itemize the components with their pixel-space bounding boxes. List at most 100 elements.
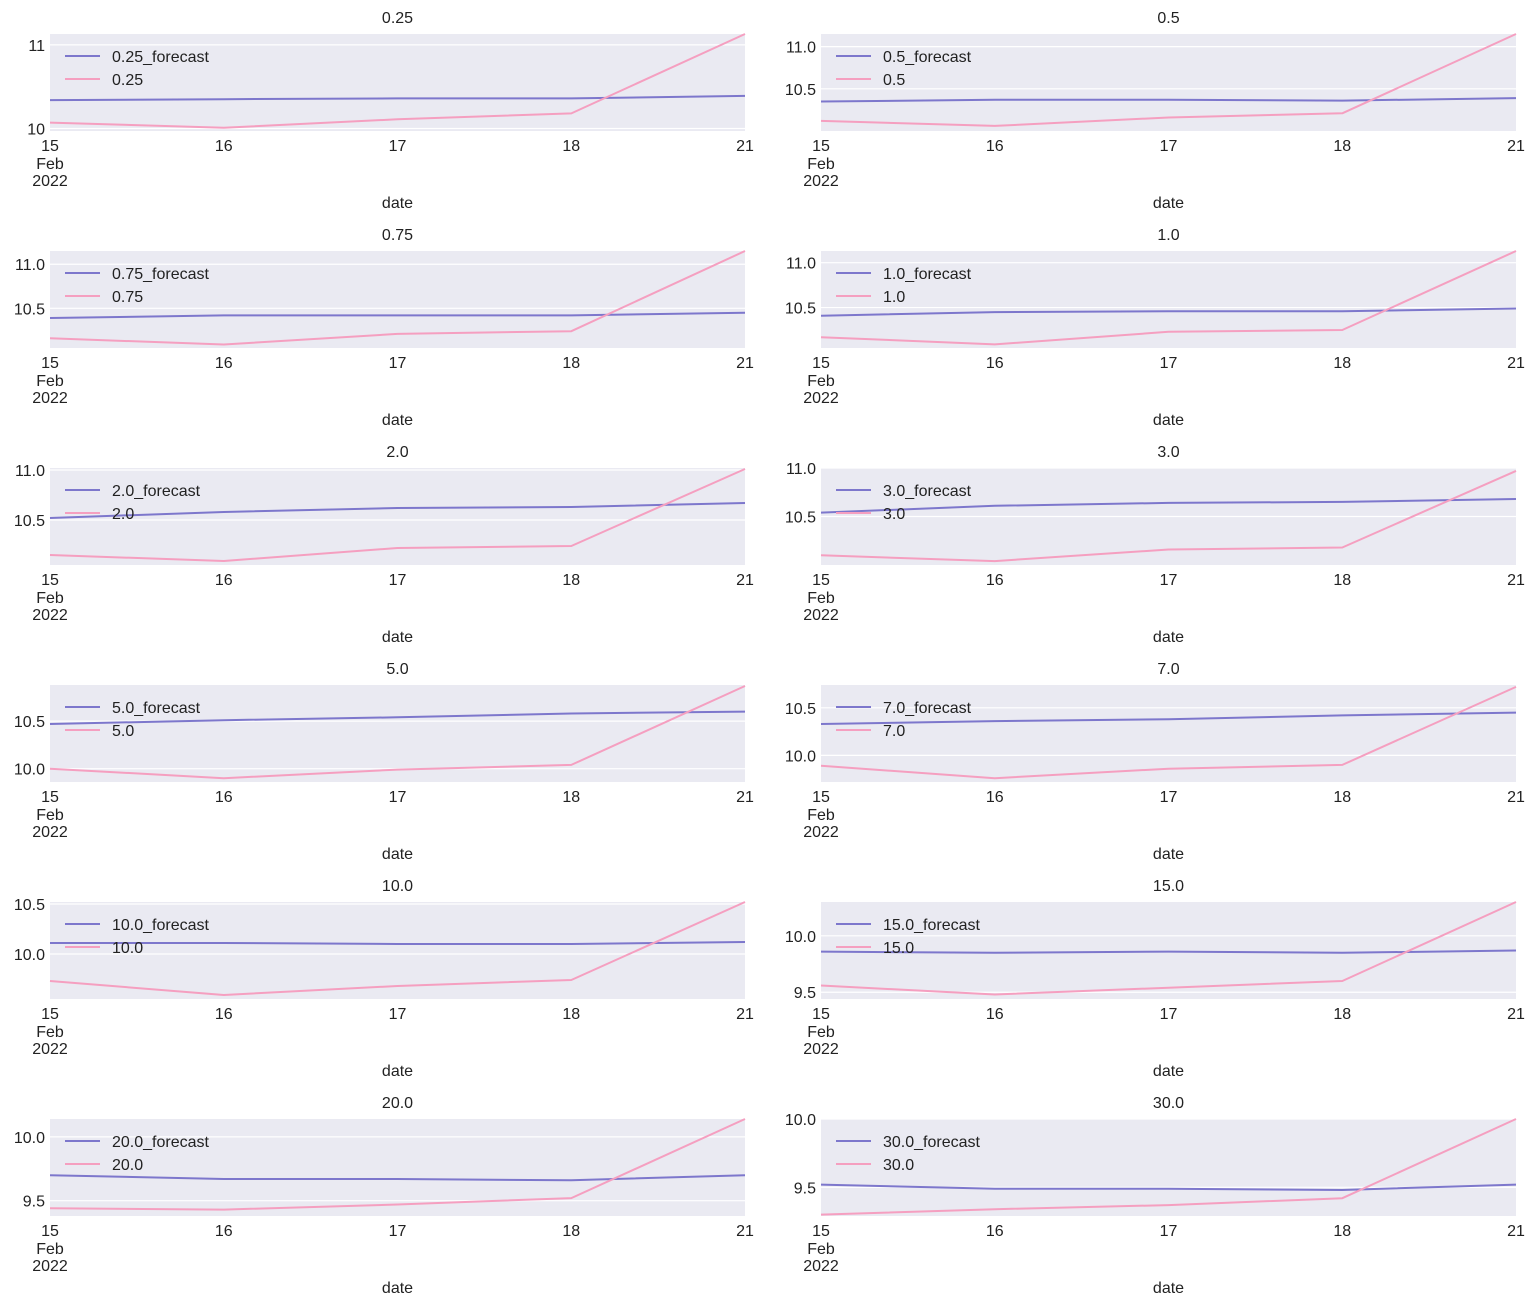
x-tick-label: 21 xyxy=(1507,1223,1525,1240)
actual-series-line xyxy=(820,1118,1517,1216)
x-tick-sublabel: Feb xyxy=(36,156,64,173)
legend-label: 1.0 xyxy=(883,289,905,306)
chart-title: 5.0 xyxy=(386,661,408,678)
legend-label: 2.0_forecast xyxy=(112,483,201,500)
x-tick-label: 21 xyxy=(736,1006,754,1023)
x-tick-label: 21 xyxy=(736,1223,754,1240)
legend-label: 0.25_forecast xyxy=(112,49,210,66)
x-tick-label: 15 xyxy=(812,355,830,372)
plot-area xyxy=(821,34,1516,131)
x-tick-label: 17 xyxy=(1160,1223,1178,1240)
y-tick-label: 9.5 xyxy=(23,1194,45,1211)
x-tick-label: 15 xyxy=(812,1006,830,1023)
x-tick-label: 18 xyxy=(1333,355,1351,372)
forecast-series-line xyxy=(820,711,1517,725)
x-tick-label: 18 xyxy=(1333,789,1351,806)
y-tick-label: 10.5 xyxy=(14,513,45,530)
x-tick-label: 17 xyxy=(389,789,407,806)
x-tick-label: 21 xyxy=(1507,138,1525,155)
x-tick-sublabel: Feb xyxy=(807,1241,835,1258)
x-axis-label: date xyxy=(382,629,413,646)
legend-label: 0.5 xyxy=(883,72,905,89)
x-axis-label: date xyxy=(1153,1063,1184,1080)
y-tick-label: 10.5 xyxy=(14,301,45,318)
x-tick-label: 21 xyxy=(736,355,754,372)
legend-label: 1.0_forecast xyxy=(883,266,972,283)
x-tick-label: 15 xyxy=(812,572,830,589)
chart-title: 0.25 xyxy=(382,10,413,27)
x-tick-sublabel: Feb xyxy=(36,1024,64,1041)
legend-label: 15.0_forecast xyxy=(883,917,981,934)
legend-label: 20.0 xyxy=(112,1157,143,1174)
y-tick-label: 10.0 xyxy=(14,1130,45,1147)
legend-label: 10.0 xyxy=(112,940,143,957)
forecast-series-line xyxy=(49,94,746,102)
x-tick-label: 17 xyxy=(1160,789,1178,806)
x-tick-sublabel: 2022 xyxy=(32,173,68,190)
actual-series-line xyxy=(820,469,1517,563)
forecast-series-line xyxy=(820,1183,1517,1191)
actual-series-line xyxy=(820,685,1517,780)
forecast-series-line xyxy=(820,307,1517,317)
x-tick-label: 17 xyxy=(1160,138,1178,155)
y-tick-label: 11.0 xyxy=(786,461,816,478)
x-tick-sublabel: 2022 xyxy=(803,173,839,190)
x-tick-label: 21 xyxy=(736,572,754,589)
x-tick-sublabel: Feb xyxy=(807,807,835,824)
y-tick-label: 11.0 xyxy=(786,256,816,273)
x-tick-label: 15 xyxy=(41,572,59,589)
legend-label: 20.0_forecast xyxy=(112,1134,210,1151)
y-tick-label: 10.5 xyxy=(14,897,45,914)
x-tick-label: 17 xyxy=(1160,355,1178,372)
y-tick-label: 11.0 xyxy=(15,463,45,480)
x-tick-sublabel: 2022 xyxy=(803,824,839,841)
x-tick-sublabel: 2022 xyxy=(32,607,68,624)
x-tick-label: 15 xyxy=(41,1006,59,1023)
x-tick-label: 21 xyxy=(736,789,754,806)
forecast-series-line xyxy=(49,311,746,319)
x-tick-label: 21 xyxy=(1507,789,1525,806)
plot-area xyxy=(50,251,745,348)
chart-title: 3.0 xyxy=(1157,444,1179,461)
y-tick-label: 9.5 xyxy=(794,1180,816,1197)
x-tick-sublabel: 2022 xyxy=(32,1041,68,1058)
x-axis-label: date xyxy=(382,846,413,863)
x-tick-sublabel: Feb xyxy=(807,156,835,173)
x-tick-label: 16 xyxy=(215,789,233,806)
forecast-series-line xyxy=(820,97,1517,103)
x-tick-label: 18 xyxy=(562,572,580,589)
actual-series-line xyxy=(49,1118,746,1211)
x-axis-label: date xyxy=(1153,1280,1184,1297)
actual-series-line xyxy=(49,685,746,780)
y-tick-label: 10.5 xyxy=(785,510,816,527)
x-tick-sublabel: 2022 xyxy=(32,390,68,407)
x-tick-label: 15 xyxy=(41,355,59,372)
plot-area xyxy=(50,685,745,782)
x-tick-sublabel: Feb xyxy=(807,590,835,607)
x-tick-sublabel: 2022 xyxy=(32,1258,68,1275)
x-axis-label: date xyxy=(382,412,413,429)
x-tick-label: 17 xyxy=(389,1006,407,1023)
x-tick-label: 18 xyxy=(1333,572,1351,589)
chart-title: 2.0 xyxy=(386,444,408,461)
x-tick-label: 16 xyxy=(986,355,1004,372)
x-tick-label: 18 xyxy=(1333,1223,1351,1240)
x-tick-label: 16 xyxy=(215,355,233,372)
legend-label: 7.0 xyxy=(883,723,905,740)
forecast-series-line xyxy=(820,498,1517,514)
y-tick-label: 10.0 xyxy=(785,748,816,765)
legend-label: 10.0_forecast xyxy=(112,917,210,934)
x-tick-label: 17 xyxy=(389,355,407,372)
actual-series-line xyxy=(49,468,746,562)
x-tick-sublabel: Feb xyxy=(36,373,64,390)
x-axis-label: date xyxy=(1153,629,1184,646)
x-tick-sublabel: Feb xyxy=(36,1241,64,1258)
legend-label: 0.25 xyxy=(112,72,143,89)
y-tick-label: 10.5 xyxy=(785,82,816,99)
